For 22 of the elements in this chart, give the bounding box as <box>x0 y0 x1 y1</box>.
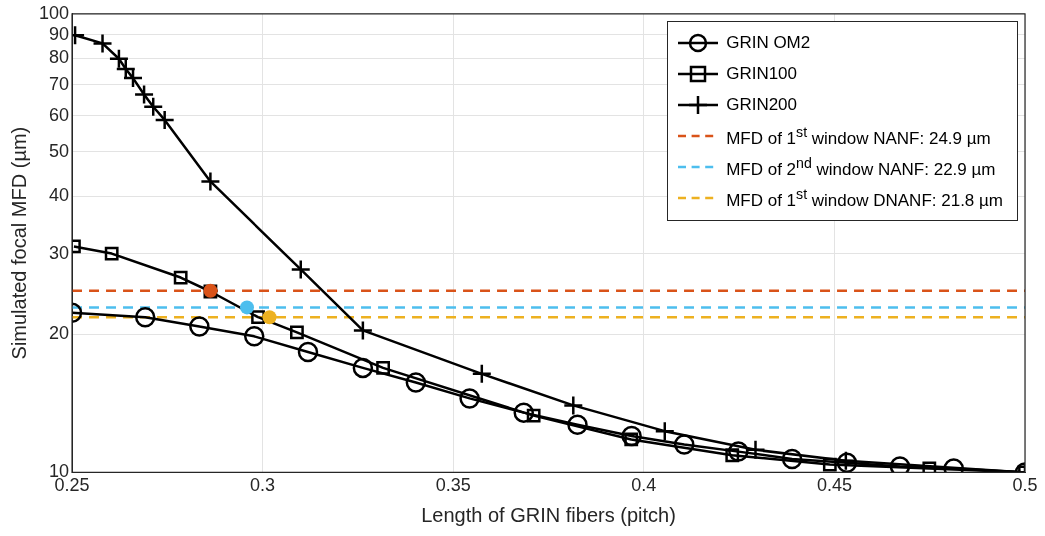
x-tick-label: 0.3 <box>250 475 276 496</box>
y-tick-label: 90 <box>49 23 70 44</box>
y-tick-label: 50 <box>49 140 70 161</box>
y-tick-label: 40 <box>49 185 70 206</box>
x-tick-label: 0.5 <box>1012 475 1038 496</box>
y-tick-label: 80 <box>49 47 70 68</box>
legend-label: MFD of 2$^{nd}$ window NANF: 22.9 µm <box>726 154 996 180</box>
y-tick-label: 30 <box>49 242 70 263</box>
y-tick-label: 20 <box>49 323 70 344</box>
x-axis-title: Length of GRIN fibers (pitch) <box>421 503 676 526</box>
x-tick-label: 0.35 <box>435 475 471 496</box>
legend-label: MFD of 1$^{st}$ window DNANF: 21.8 µm <box>726 185 1003 211</box>
legend-label: GRIN200 <box>726 95 798 116</box>
x-tick-label: 0.45 <box>816 475 852 496</box>
y-tick-label: 60 <box>49 104 70 125</box>
y-tick-label: 100 <box>38 2 70 23</box>
legend-label: GRIN100 <box>726 64 798 85</box>
x-tick-label: 0.4 <box>631 475 657 496</box>
legend-label: GRIN OM2 <box>726 33 811 54</box>
legend-label: MFD of 1$^{st}$ window NANF: 24.9 µm <box>726 123 991 149</box>
y-axis-title: Simulated focal MFD (µm) <box>7 126 30 360</box>
y-tick-label: 70 <box>49 73 70 94</box>
